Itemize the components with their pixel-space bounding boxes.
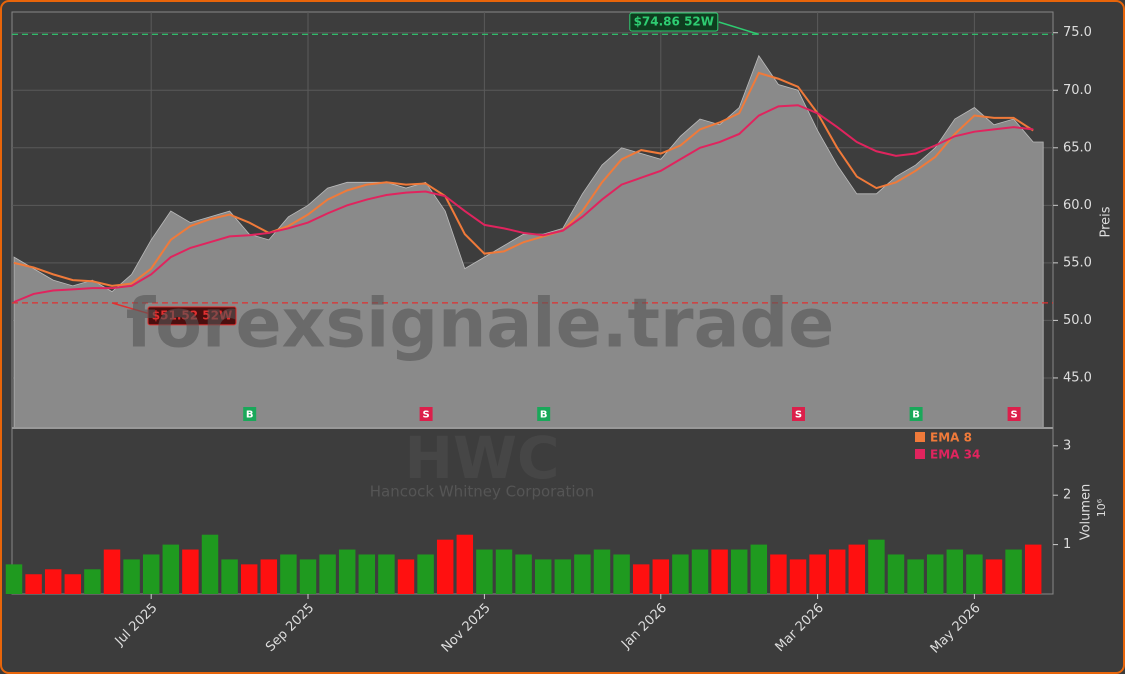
y2-tick-label: 2 [1063,488,1071,503]
volume-bar [378,554,395,594]
signal-label: S [1010,410,1017,421]
volume-bar [44,569,62,594]
volume-bar [593,549,611,594]
y2-tick-label: 1 [1063,537,1071,552]
volume-bar [770,554,787,594]
high-label: $74.86 52W [634,15,714,29]
volume-bar [162,544,180,594]
volume-bar [809,554,826,594]
volume-bar [730,549,748,594]
volume-bar [299,559,317,594]
volume-bar [750,544,768,594]
volume-bar [182,549,199,594]
volume-bar [672,554,689,594]
volume-bar [436,539,454,594]
volume-bar [1024,544,1042,594]
volume-bar [946,549,964,594]
legend-swatch [915,449,925,459]
volume-bar [280,554,297,594]
volume-bar [358,554,376,594]
volume-bar [789,559,807,594]
legend-swatch [915,432,925,442]
watermark: forexsignale.trade [126,285,835,364]
volume-bar [495,549,513,594]
signal-label: B [540,410,548,421]
y-tick-label: 45.0 [1063,370,1092,385]
volume-bar [515,554,532,594]
volume-bar [456,534,474,594]
high-label-box [629,12,719,32]
ema-line [13,104,1034,303]
volume-bar [613,554,630,594]
volume-bar [221,559,238,594]
volume-bar [985,559,1003,594]
y-tick-label: 75.0 [1063,25,1092,40]
y2-unit: 10⁶ [1095,498,1108,517]
y-tick-label: 50.0 [1063,313,1092,328]
volume-bar [1005,549,1022,594]
y-tick-label: 60.0 [1063,198,1092,213]
y-tick-label: 65.0 [1063,140,1092,155]
price-area [13,54,1044,429]
volume-bar [966,554,983,594]
volume-bar [338,549,356,594]
y2-axis-label: Volumen [1079,484,1094,541]
low-label-box [147,306,237,326]
volume-bar [84,569,101,594]
signal-badge [537,407,551,421]
volume-bar [25,574,42,594]
volume-bar [417,554,434,594]
signal-label: S [422,410,429,421]
signal-badge [909,407,923,421]
volume-bar [103,549,121,594]
volume-bar [926,554,944,594]
volume-bar [64,574,82,594]
signal-badge [1007,407,1021,421]
volume-bar [868,539,885,594]
volume-bar [534,559,552,594]
volume-bar [201,534,219,594]
y-axis-label: Preis [1099,206,1114,237]
volume-bar [828,549,846,594]
company-watermark: Hancock Whitney Corporation [370,483,594,501]
volume-bar [848,544,866,594]
volume-bar [632,564,650,594]
volume-bar [652,559,670,594]
volume-bar [907,559,924,594]
signal-label: B [246,410,254,421]
volume-bar [476,549,493,594]
volume-bar [691,549,709,594]
volume-bar [887,554,905,594]
signal-label: S [795,410,802,421]
volume-bar [5,564,23,594]
low-label: $51.52 52W [152,308,232,322]
signal-badge [243,407,257,421]
volume-bar [123,559,140,594]
y-tick-label: 70.0 [1063,83,1092,98]
y2-tick-label: 3 [1063,438,1071,453]
volume-bar [711,549,728,594]
volume-bar [554,559,572,594]
volume-bar [574,554,591,594]
y-tick-label: 55.0 [1063,255,1092,270]
volume-bar [397,559,415,594]
signal-badge [419,407,433,421]
volume-bar [240,564,258,594]
volume-bar [319,554,336,594]
ema-line [13,71,1034,287]
legend-label: EMA 34 [930,448,980,462]
signal-label: B [912,410,920,421]
ticker-watermark: HWC [404,424,559,492]
volume-bar [142,554,160,594]
signal-badge [792,407,805,421]
high-arrow [718,21,760,36]
legend-label: EMA 8 [930,431,972,445]
volume-bar [260,559,278,594]
